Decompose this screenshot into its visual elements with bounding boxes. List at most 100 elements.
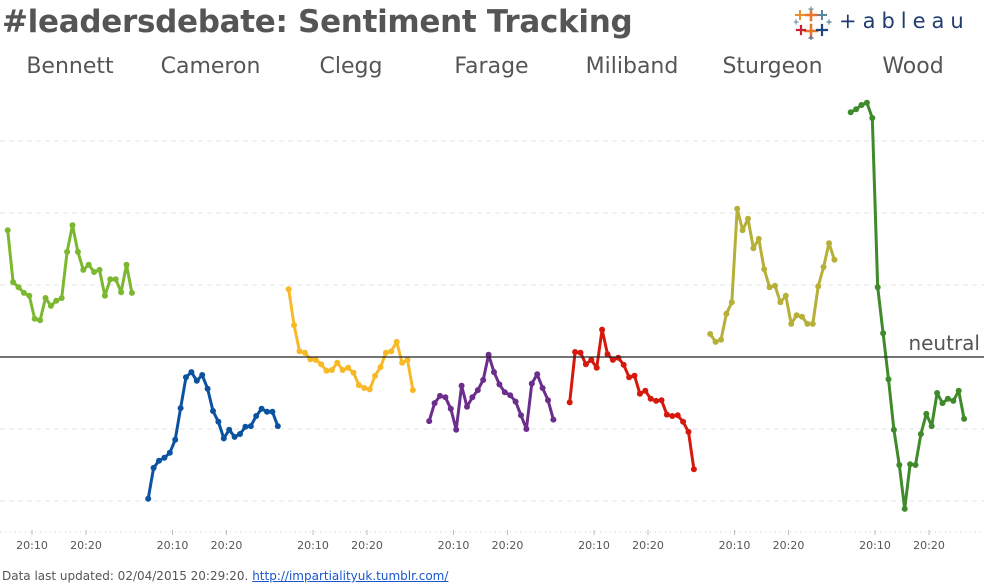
data-point[interactable] bbox=[712, 338, 719, 345]
data-point[interactable] bbox=[128, 289, 135, 296]
data-point[interactable] bbox=[923, 410, 930, 417]
data-point[interactable] bbox=[355, 382, 362, 389]
data-point[interactable] bbox=[220, 435, 227, 442]
data-point[interactable] bbox=[885, 376, 892, 383]
data-point[interactable] bbox=[782, 292, 789, 299]
data-point[interactable] bbox=[707, 331, 714, 337]
data-point[interactable] bbox=[404, 356, 411, 363]
data-point[interactable] bbox=[820, 264, 827, 270]
source-link[interactable]: http://impartialityuk.tumblr.com/ bbox=[252, 569, 449, 583]
data-point[interactable] bbox=[890, 426, 897, 433]
data-point[interactable] bbox=[847, 109, 854, 116]
data-point[interactable] bbox=[491, 369, 497, 376]
data-point[interactable] bbox=[961, 415, 968, 422]
data-point[interactable] bbox=[739, 227, 746, 234]
data-point[interactable] bbox=[663, 411, 670, 418]
data-point[interactable] bbox=[858, 102, 865, 108]
data-point[interactable] bbox=[766, 284, 773, 291]
data-point[interactable] bbox=[593, 364, 600, 371]
data-point[interactable] bbox=[96, 266, 103, 273]
data-point[interactable] bbox=[939, 400, 946, 407]
data-point[interactable] bbox=[53, 297, 60, 304]
data-point[interactable] bbox=[755, 235, 762, 242]
data-point[interactable] bbox=[912, 462, 919, 468]
data-point[interactable] bbox=[253, 413, 260, 419]
data-point[interactable] bbox=[177, 405, 184, 412]
data-point[interactable] bbox=[631, 372, 638, 379]
data-point[interactable] bbox=[777, 299, 784, 306]
data-point[interactable] bbox=[31, 315, 38, 322]
data-point[interactable] bbox=[901, 505, 908, 512]
data-point[interactable] bbox=[453, 426, 460, 433]
data-point[interactable] bbox=[350, 369, 357, 376]
data-point[interactable] bbox=[393, 338, 400, 345]
data-point[interactable] bbox=[550, 416, 557, 423]
data-point[interactable] bbox=[334, 359, 341, 366]
data-point[interactable] bbox=[826, 240, 832, 247]
data-point[interactable] bbox=[669, 413, 676, 419]
data-point[interactable] bbox=[231, 433, 238, 440]
data-point[interactable] bbox=[690, 466, 697, 473]
data-point[interactable] bbox=[917, 431, 924, 437]
data-point[interactable] bbox=[85, 261, 92, 268]
data-point[interactable] bbox=[431, 400, 438, 407]
data-point[interactable] bbox=[934, 390, 941, 396]
data-point[interactable] bbox=[944, 395, 951, 402]
data-point[interactable] bbox=[339, 367, 346, 373]
data-point[interactable] bbox=[112, 276, 119, 283]
data-point[interactable] bbox=[345, 364, 352, 371]
data-point[interactable] bbox=[869, 115, 876, 121]
data-point[interactable] bbox=[718, 336, 724, 343]
data-point[interactable] bbox=[863, 99, 870, 106]
data-point[interactable] bbox=[680, 418, 687, 425]
data-point[interactable] bbox=[101, 292, 108, 299]
data-point[interactable] bbox=[723, 310, 730, 317]
data-point[interactable] bbox=[58, 295, 65, 301]
data-point[interactable] bbox=[242, 423, 249, 430]
data-point[interactable] bbox=[658, 397, 665, 404]
data-point[interactable] bbox=[831, 256, 838, 263]
data-point[interactable] bbox=[442, 394, 449, 401]
data-point[interactable] bbox=[761, 266, 768, 273]
data-point[interactable] bbox=[518, 412, 524, 419]
data-point[interactable] bbox=[750, 245, 757, 252]
data-point[interactable] bbox=[37, 317, 44, 324]
data-point[interactable] bbox=[80, 266, 87, 273]
data-point[interactable] bbox=[685, 428, 692, 435]
data-point[interactable] bbox=[91, 269, 98, 275]
data-point[interactable] bbox=[566, 399, 573, 406]
data-point[interactable] bbox=[582, 361, 589, 368]
data-point[interactable] bbox=[312, 356, 319, 363]
data-point[interactable] bbox=[572, 349, 579, 355]
data-point[interactable] bbox=[64, 248, 71, 255]
data-point[interactable] bbox=[501, 389, 508, 396]
data-point[interactable] bbox=[728, 299, 735, 306]
data-point[interactable] bbox=[636, 390, 643, 397]
data-point[interactable] bbox=[199, 372, 206, 378]
data-point[interactable] bbox=[361, 385, 368, 391]
data-point[interactable] bbox=[604, 351, 611, 358]
data-point[interactable] bbox=[123, 261, 130, 268]
data-point[interactable] bbox=[15, 284, 22, 291]
data-point[interactable] bbox=[318, 361, 325, 368]
data-point[interactable] bbox=[642, 387, 649, 394]
data-point[interactable] bbox=[69, 222, 76, 229]
data-point[interactable] bbox=[161, 454, 168, 461]
data-point[interactable] bbox=[799, 313, 805, 320]
data-point[interactable] bbox=[388, 348, 395, 355]
data-point[interactable] bbox=[496, 381, 503, 388]
data-point[interactable] bbox=[853, 106, 860, 113]
data-point[interactable] bbox=[237, 431, 243, 437]
data-point[interactable] bbox=[247, 423, 254, 430]
data-point[interactable] bbox=[788, 320, 795, 327]
data-point[interactable] bbox=[809, 320, 816, 327]
data-point[interactable] bbox=[107, 276, 114, 283]
data-point[interactable] bbox=[620, 361, 627, 368]
data-point[interactable] bbox=[534, 371, 541, 378]
data-point[interactable] bbox=[20, 289, 27, 296]
data-point[interactable] bbox=[215, 418, 222, 425]
data-point[interactable] bbox=[577, 349, 584, 356]
data-point[interactable] bbox=[474, 387, 481, 394]
data-point[interactable] bbox=[145, 495, 152, 502]
data-point[interactable] bbox=[950, 397, 957, 404]
